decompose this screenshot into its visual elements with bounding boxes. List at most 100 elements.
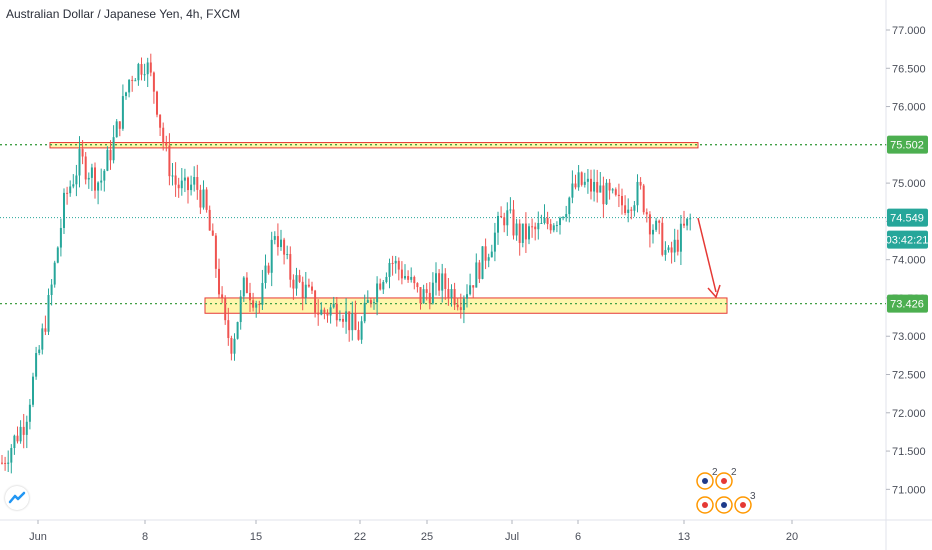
bearish-candle	[419, 287, 422, 304]
bearish-candle	[624, 205, 627, 214]
bullish-candle	[295, 275, 298, 289]
bearish-candle	[109, 149, 112, 161]
bearish-candle	[416, 283, 419, 288]
bullish-candle	[652, 229, 654, 235]
bullish-candle	[75, 175, 78, 185]
bullish-candle	[19, 426, 22, 442]
bullish-candle	[35, 353, 38, 377]
bearish-candle	[342, 318, 344, 322]
x-tick-label: 25	[421, 531, 433, 543]
bullish-candle	[583, 181, 586, 185]
bearish-candle	[224, 297, 227, 321]
bearish-candle	[131, 79, 134, 81]
y-tick-label: 76.000	[892, 102, 926, 114]
bullish-candle	[382, 282, 385, 290]
bullish-candle	[366, 300, 369, 303]
y-tick-label: 76.500	[892, 63, 926, 75]
bearish-candle	[245, 277, 248, 293]
chart-title: Australian Dollar / Japanese Yen, 4h, FX…	[6, 7, 241, 21]
event-count: 2	[712, 467, 718, 478]
bullish-candle	[611, 189, 614, 191]
bullish-candle	[10, 448, 13, 463]
bullish-candle	[106, 149, 109, 171]
bullish-candle	[239, 296, 242, 323]
bullish-candle	[555, 225, 558, 227]
bearish-candle	[447, 288, 450, 298]
bearish-candle	[66, 192, 69, 194]
bullish-candle	[255, 303, 258, 308]
bullish-candle	[673, 239, 676, 253]
bullish-candle	[664, 250, 667, 255]
bearish-candle	[168, 145, 171, 177]
bullish-candle	[100, 180, 103, 183]
bearish-candle	[211, 230, 214, 236]
bearish-candle	[323, 309, 326, 313]
bullish-candle	[50, 284, 53, 296]
bearish-candle	[292, 279, 295, 289]
bearish-candle	[335, 303, 338, 321]
logo-icon[interactable]	[5, 486, 29, 510]
bullish-candle	[679, 223, 682, 252]
bullish-candle	[552, 225, 555, 231]
bullish-candle	[506, 210, 509, 226]
bullish-candle	[78, 148, 81, 176]
bullish-candle	[25, 421, 28, 435]
bearish-candle	[524, 223, 527, 240]
bearish-candle	[444, 273, 447, 289]
bearish-candle	[221, 294, 224, 298]
bullish-candle	[32, 376, 34, 405]
bearish-candle	[621, 195, 623, 206]
bearish-candle	[617, 194, 620, 196]
bullish-candle	[7, 462, 10, 464]
bullish-candle	[128, 79, 131, 93]
y-tick-label: 73.000	[892, 331, 926, 343]
bearish-candle	[472, 285, 475, 288]
bullish-candle	[137, 64, 140, 81]
countdown-text: 03:42:21	[886, 235, 929, 247]
y-tick-label: 72.000	[892, 408, 926, 420]
bullish-candle	[627, 209, 630, 214]
bullish-candle	[286, 254, 289, 256]
bearish-candle	[84, 156, 87, 180]
support-zone	[204, 297, 728, 314]
bullish-candle	[388, 262, 391, 277]
au-flag-icon-dot	[721, 502, 727, 508]
bullish-candle	[338, 318, 341, 321]
x-tick-label: 6	[575, 531, 581, 543]
bearish-candle	[670, 247, 673, 253]
bullish-candle	[87, 177, 90, 180]
bullish-candle	[332, 303, 335, 308]
bearish-candle	[311, 286, 313, 291]
bearish-candle	[456, 304, 459, 308]
bullish-candle	[69, 186, 72, 194]
bullish-candle	[236, 322, 239, 339]
bullish-candle	[493, 232, 496, 252]
bearish-candle	[459, 307, 462, 311]
bearish-candle	[580, 172, 583, 185]
bullish-candle	[112, 137, 115, 161]
bearish-candle	[397, 260, 400, 270]
bullish-candle	[351, 313, 354, 331]
countdown-badge	[887, 230, 928, 249]
bullish-candle	[53, 262, 56, 285]
x-tick-label: Jul	[505, 531, 519, 543]
bearish-candle	[438, 273, 441, 291]
bullish-candle	[171, 175, 174, 177]
x-tick-label: Jun	[29, 531, 47, 543]
bullish-candle	[562, 217, 565, 219]
bullish-candle	[385, 276, 388, 283]
bullish-candle	[345, 311, 348, 322]
bearish-candle	[608, 182, 611, 191]
bullish-candle	[63, 192, 65, 228]
bullish-candle	[90, 167, 93, 178]
bearish-candle	[645, 212, 648, 215]
bearish-candle	[276, 236, 279, 248]
bearish-candle	[534, 226, 537, 230]
bullish-candle	[571, 183, 574, 198]
bullish-candle	[537, 222, 540, 230]
bullish-candle	[543, 217, 546, 223]
bearish-candle	[428, 292, 431, 304]
bearish-candle	[596, 181, 599, 193]
bearish-candle	[546, 217, 549, 225]
